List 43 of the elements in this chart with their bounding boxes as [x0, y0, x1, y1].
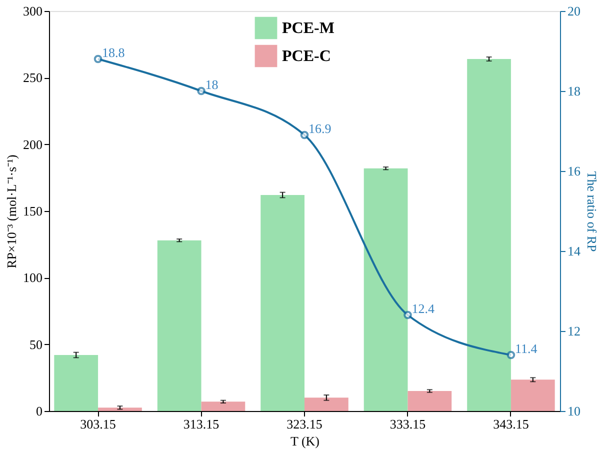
data-label: 11.4	[514, 341, 538, 356]
x-tick-label: 343.15	[493, 416, 529, 432]
y2-tick-label: 18	[568, 84, 580, 98]
x-axis-title: T (K)	[290, 434, 320, 448]
bar	[408, 391, 452, 411]
y-tick-label: 300	[23, 4, 42, 18]
x-tick-label: 323.15	[286, 416, 322, 432]
y2-tick-label: 10	[568, 404, 580, 418]
y2-tick-label: 12	[568, 324, 580, 338]
data-label: 18.8	[102, 45, 125, 60]
y-tick-label: 200	[23, 136, 42, 152]
y-tick-label: 250	[23, 70, 42, 86]
point	[94, 54, 102, 64]
point	[197, 86, 206, 96]
y2-tick-label: 20	[568, 4, 580, 18]
bar	[260, 195, 304, 411]
legend-label: PCE-M	[282, 20, 334, 37]
bar	[364, 168, 408, 411]
point	[506, 350, 516, 360]
legend-label: PCE-C	[282, 48, 331, 65]
x-tick-label: 333.15	[390, 416, 426, 432]
bar	[201, 402, 246, 411]
data-label: 12.4	[412, 301, 435, 316]
y2-tick-label: 16	[568, 164, 581, 178]
bar	[54, 355, 98, 411]
y-axis-title: RP×10⁻³ (mol·L⁻¹·s⁻¹)	[4, 154, 19, 268]
bar	[304, 398, 348, 411]
x-tick-label: 313.15	[183, 416, 220, 432]
data-label: 16.9	[308, 121, 332, 136]
point	[404, 310, 412, 320]
y-tick-label: 100	[23, 270, 42, 286]
bar	[467, 59, 511, 411]
y2-axis-title: The ratio of RP	[584, 171, 600, 252]
bar	[157, 240, 202, 411]
data-label: 18	[205, 77, 218, 92]
y-tick-label: 0	[36, 404, 42, 418]
point	[300, 130, 309, 140]
y-tick-label: 150	[23, 204, 42, 218]
y-tick-label: 50	[30, 336, 42, 352]
bar	[98, 408, 142, 411]
y2-tick-label: 14	[568, 244, 581, 258]
x-tick-label: 303.15	[80, 416, 116, 432]
bar	[510, 380, 555, 411]
